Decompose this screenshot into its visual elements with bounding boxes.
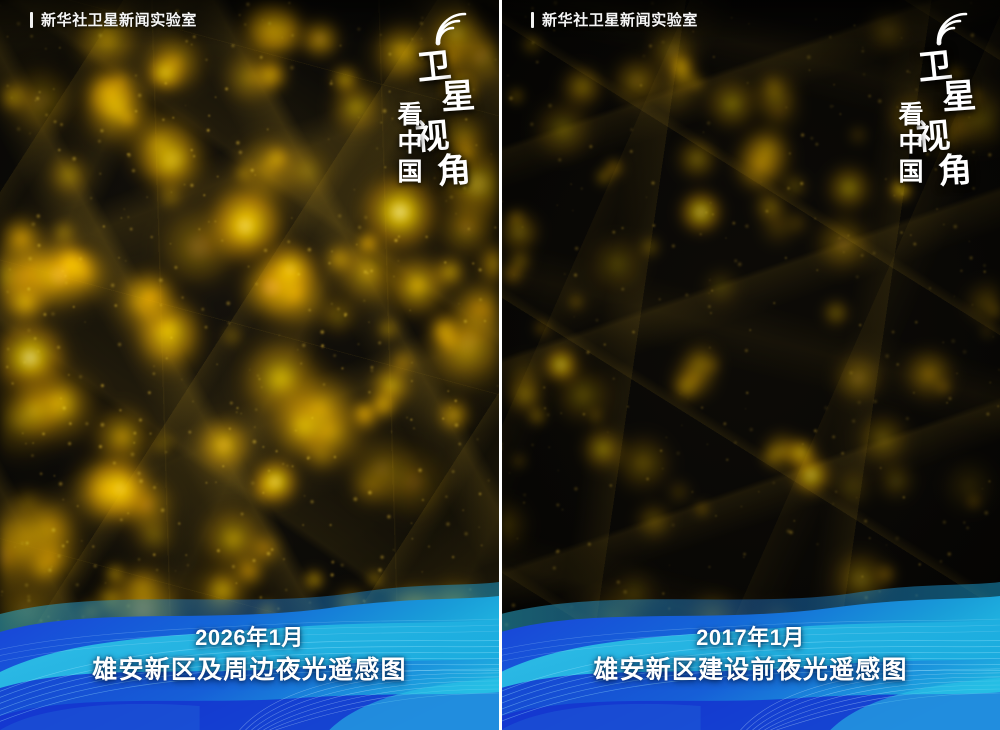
caption-2026: 2026年1月 雄安新区及周边夜光遥感图 bbox=[0, 624, 499, 686]
caption-title: 雄安新区建设前夜光遥感图 bbox=[593, 655, 908, 684]
panel-2017: 新华社卫星新闻实验室 卫 星 视 角 看 中 国 bbox=[501, 0, 1000, 730]
header-2017: 新华社卫星新闻实验室 bbox=[531, 9, 698, 30]
caption-date: 2017年1月 bbox=[696, 625, 805, 650]
brand-logo-2017: 卫 星 视 角 看 中 国 bbox=[872, 4, 982, 214]
logo-sub-char-1: 中 bbox=[898, 128, 924, 158]
logo-sub-char-1: 中 bbox=[397, 128, 423, 158]
header-label: 新华社卫星新闻实验室 bbox=[41, 12, 198, 29]
caption-date: 2026年1月 bbox=[195, 625, 304, 650]
header-label: 新华社卫星新闻实验室 bbox=[542, 12, 699, 29]
logo-sub-char-0: 看 bbox=[397, 100, 423, 129]
brand-logo-2026: 卫 星 视 角 看 中 国 bbox=[371, 4, 481, 214]
panel-2026: 新华社卫星新闻实验室 卫 星 视 角 看 中 国 bbox=[0, 0, 501, 730]
vertical-bar-icon bbox=[30, 11, 33, 28]
caption-2017: 2017年1月 雄安新区建设前夜光遥感图 bbox=[501, 624, 1000, 686]
logo-char-3: 角 bbox=[435, 149, 473, 193]
calligraphy-sub: 看 中 国 bbox=[393, 100, 427, 186]
logo-sub-char-2: 国 bbox=[397, 156, 423, 186]
logo-char-1: 星 bbox=[439, 75, 477, 119]
panel-divider bbox=[499, 0, 502, 730]
caption-title: 雄安新区及周边夜光遥感图 bbox=[92, 655, 407, 684]
header-2026: 新华社卫星新闻实验室 bbox=[30, 9, 197, 30]
logo-char-3: 角 bbox=[936, 149, 974, 193]
vertical-bar-icon bbox=[531, 11, 534, 28]
logo-char-1: 星 bbox=[940, 75, 978, 119]
calligraphy-sub: 看 中 国 bbox=[894, 100, 928, 186]
logo-sub-char-2: 国 bbox=[898, 156, 924, 186]
logo-sub-char-0: 看 bbox=[898, 100, 924, 129]
